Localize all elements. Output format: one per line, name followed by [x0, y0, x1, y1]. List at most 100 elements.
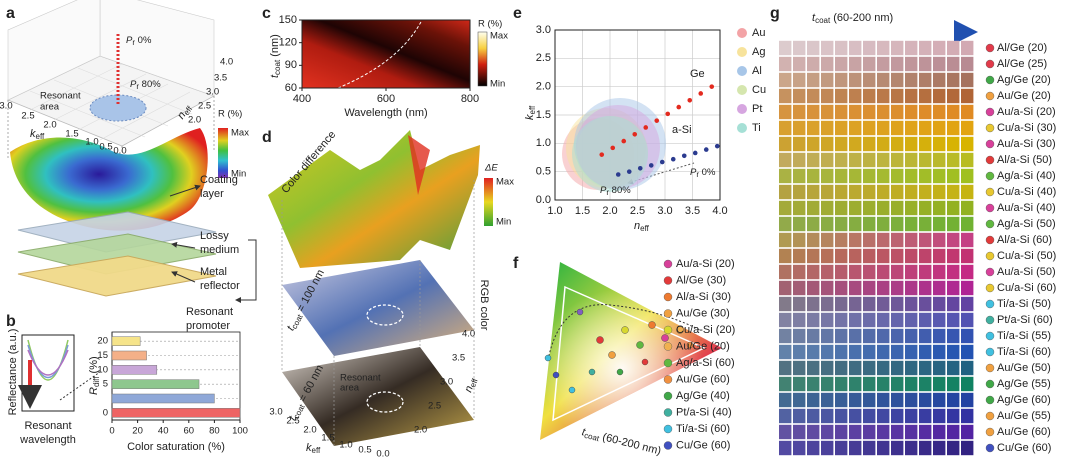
n-tick-label: 4.0: [220, 57, 233, 68]
color-cell: [835, 232, 848, 248]
k-tick-label: 2.5: [21, 111, 34, 122]
color-cell: [905, 440, 918, 456]
series-label: a-Si: [672, 124, 692, 136]
x-tick-label: 60: [184, 426, 195, 437]
legend-label: Al/a-Si (50): [997, 154, 1052, 166]
color-cell: [919, 344, 932, 360]
color-cell: [807, 232, 820, 248]
color-cell: [821, 280, 834, 296]
annotation: area: [40, 102, 60, 113]
n-tick-label: 3.0: [206, 87, 219, 98]
legend-swatch: [663, 342, 673, 351]
x-tick-label: 0: [109, 426, 114, 437]
color-cell: [863, 40, 876, 56]
k-tick-label: 3.0: [269, 407, 282, 418]
color-cell: [849, 120, 862, 136]
color-cell: [877, 280, 890, 296]
n-tick-label: 2.5: [428, 401, 441, 412]
panel-label: d: [262, 129, 272, 146]
x-tick-label: 4.0: [712, 205, 727, 217]
color-cell: [793, 312, 806, 328]
color-cell: [863, 184, 876, 200]
color-cell: [835, 280, 848, 296]
color-cell: [793, 168, 806, 184]
color-cell: [877, 264, 890, 280]
legend-swatch: [663, 259, 673, 269]
text-part: P: [690, 167, 697, 178]
color-cell: [947, 56, 960, 72]
point: [643, 125, 649, 130]
legend-label: Au/Ge (55): [997, 410, 1051, 422]
color-cell: [793, 328, 806, 344]
annotation: Pr 0%: [690, 167, 716, 180]
color-cell: [961, 200, 974, 216]
point: [610, 145, 616, 151]
legend-label: Ag/Ge (60): [997, 394, 1051, 406]
color-cell: [905, 376, 918, 392]
color-cell: [919, 440, 932, 456]
color-cell: [849, 360, 862, 376]
legend-label: Al/Ge (25): [997, 58, 1047, 70]
axis-label: Reflectance (a.u.): [7, 329, 19, 416]
color-cell: [835, 248, 848, 264]
color-cell: [821, 120, 834, 136]
text-part: diff: [92, 376, 101, 387]
color-cell: [947, 72, 960, 88]
legend-label: Au/Ge (30): [676, 307, 730, 319]
color-cell: [821, 312, 834, 328]
text-part: eff: [528, 105, 537, 115]
color-cell: [933, 152, 946, 168]
color-cell: [877, 376, 890, 392]
legend-label: Ag/a-Si (50): [997, 218, 1056, 230]
k-tick-label: 1.0: [339, 440, 352, 451]
y-tick-label: 1.5: [536, 109, 551, 121]
legend-swatch: [985, 91, 995, 101]
color-cell: [863, 56, 876, 72]
color-cell: [863, 360, 876, 376]
point: [599, 152, 605, 157]
color-cell: [863, 88, 876, 104]
color-cell: [919, 232, 932, 248]
k-tick-label: 0.0: [113, 146, 126, 157]
legend-label: Au/Ge (20): [997, 90, 1051, 102]
color-cell: [835, 136, 848, 152]
x-tick-label: 2.5: [630, 205, 645, 217]
layer-label: Coating: [200, 174, 238, 186]
color-cell: [863, 248, 876, 264]
color-cell: [933, 56, 946, 72]
x-tick-label: 800: [461, 93, 479, 105]
color-cell: [891, 312, 904, 328]
color-cell: [807, 296, 820, 312]
color-cell: [835, 264, 848, 280]
color-cell: [849, 56, 862, 72]
text-part: P: [600, 185, 607, 196]
bar: [111, 408, 241, 418]
color-cell: [807, 424, 820, 440]
text-part: R: [88, 387, 100, 395]
legend-label: Ti/a-Si (60): [997, 346, 1051, 358]
legend-label: Cu/a-Si (40): [997, 186, 1056, 198]
legend-label: Cu/a-Si (60): [997, 282, 1056, 294]
text-part: eff: [312, 446, 322, 455]
layer-label: Metal: [200, 266, 227, 278]
color-cell: [891, 280, 904, 296]
color-cell: [947, 152, 960, 168]
color-cell: [779, 328, 792, 344]
color-cell: [877, 40, 890, 56]
color-cell: [891, 392, 904, 408]
k-tick-label: 0.5: [99, 142, 112, 153]
legend-swatch: [985, 443, 995, 453]
legend-label: Au/a-Si (30): [997, 138, 1056, 150]
text-part: coat: [273, 59, 282, 75]
color-cell: [947, 408, 960, 424]
k-tick-label: 1.0: [85, 137, 98, 148]
color-cell: [933, 40, 946, 56]
point: [681, 153, 687, 159]
color-cell: [793, 424, 806, 440]
legend-label: Cu/Ge (60): [997, 442, 1051, 454]
color-cell: [807, 392, 820, 408]
panel-label: e: [513, 5, 522, 22]
color-cell: [835, 296, 848, 312]
color-cell: [821, 56, 834, 72]
color-cell: [905, 40, 918, 56]
